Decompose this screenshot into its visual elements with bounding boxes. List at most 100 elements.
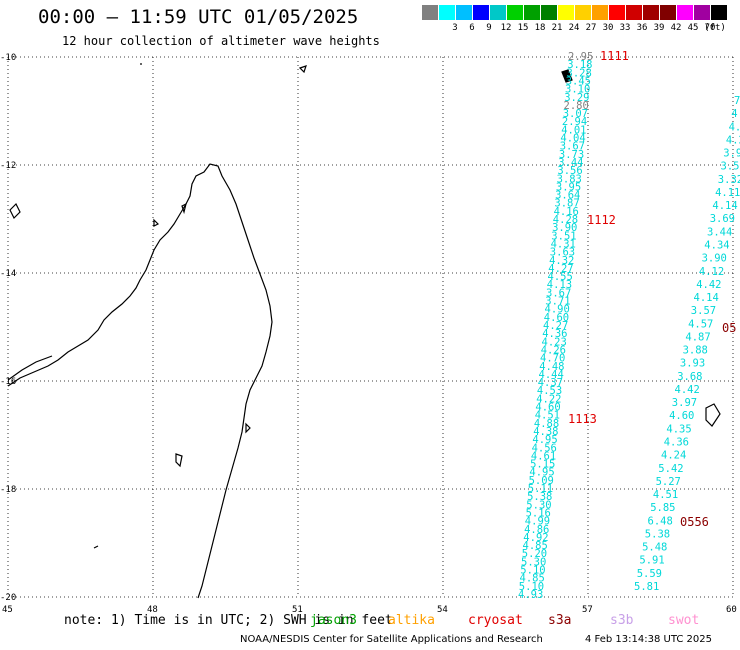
satellite-label-s3b: s3b: [610, 613, 634, 628]
wave-height-value: 3.67: [546, 287, 571, 299]
legend-swatch: [575, 5, 591, 20]
wave-height-value: 3.32: [718, 174, 740, 186]
legend-label: 18: [534, 23, 546, 33]
legend-label: 9: [486, 23, 492, 33]
wave-height-value: 4.60: [669, 410, 694, 422]
wave-height-value: 4.48: [539, 361, 564, 373]
wave-height-value: 4.60: [535, 402, 560, 414]
wave-height-value: 4.92: [523, 532, 548, 544]
wave-height-value: 3.56: [557, 165, 582, 177]
wave-height-value: 4.95: [529, 467, 554, 479]
wave-height-value: 3.90: [702, 253, 727, 265]
chart-subtitle: 12 hour collection of altimeter wave hei…: [62, 34, 380, 48]
wave-height-value: 3.44: [707, 226, 732, 238]
pass-time-label: 1111: [600, 49, 629, 63]
wave-height-value: 3.88: [683, 345, 708, 357]
longitude-label: 48: [147, 605, 158, 615]
legend-label: 39: [653, 23, 665, 33]
wave-height-value: 4.51: [535, 410, 560, 422]
legend-swatch: [694, 5, 710, 20]
wave-height-value: 4.04: [560, 133, 585, 145]
longitude-label: 57: [582, 605, 593, 615]
map-grid: [7, 56, 734, 598]
wave-height-value: 4.53: [537, 385, 562, 397]
axis-labels: -10 -12 -14 -16 -18 -20 45 48 51 54 57 60: [0, 53, 737, 615]
wave-height-value: 5.81: [634, 581, 659, 593]
wave-height-value: 3.63: [550, 247, 575, 259]
wave-height-value: 4.90: [545, 304, 570, 316]
wave-height-value: 4.: [731, 108, 740, 120]
wave-height-value: 4.99: [525, 516, 550, 528]
wave-height-value: 4.36: [664, 437, 689, 449]
legend-unit: (ft): [704, 23, 726, 33]
wave-height-value: 5.30: [521, 556, 546, 568]
wave-height-value: 2.94: [562, 116, 587, 128]
wave-height-value: 3.29: [564, 92, 589, 104]
wave-height-value: 4.01: [561, 124, 586, 136]
wave-height-value: 3.57: [691, 305, 716, 317]
wave-height-value: 4.87: [685, 331, 710, 343]
wave-height-value: 3.93: [680, 358, 705, 370]
pass-time-label: 1112: [587, 213, 616, 227]
legend-label: 45: [687, 23, 699, 33]
legend-swatch: [592, 5, 608, 20]
latitude-label: -20: [0, 593, 16, 603]
wave-height-value: 4.51: [653, 489, 678, 501]
wave-height-value: 4.36: [542, 328, 567, 340]
wave-height-value: 3.73: [559, 149, 584, 161]
legend-label: 36: [636, 23, 648, 33]
wave-height-value: 3.90: [552, 222, 577, 234]
wave-height-value: 4.85: [523, 540, 548, 552]
wave-height-value: 7.: [734, 95, 740, 107]
wave-height-value: 3.44: [558, 157, 583, 169]
wave-height-value: 3.07: [563, 108, 588, 120]
legend-swatch: [660, 5, 676, 20]
wave-height-value: 4.57: [688, 318, 713, 330]
legend-label: 15: [517, 23, 529, 33]
wave-height-value: 4.42: [675, 384, 700, 396]
satellite-label-altika: altika: [388, 613, 435, 628]
wave-height-value: 5.11: [528, 483, 553, 495]
wave-height-value: 5.10: [519, 581, 544, 593]
legend-swatch: [711, 5, 727, 20]
wave-height-value: 5.48: [642, 542, 667, 554]
wave-height-value: 4.24: [661, 450, 686, 462]
wave-height-value: 3.68: [677, 371, 702, 383]
wave-height-value: 3.69: [710, 213, 735, 225]
wave-height-value: 3.9: [723, 148, 740, 160]
wave-height-value: 2.80: [564, 100, 589, 112]
wave-height-value: 3.64: [555, 190, 580, 202]
wave-height-value: 6.48: [648, 515, 673, 527]
legend-label: 6: [469, 23, 475, 33]
latitude-label: -16: [0, 377, 16, 387]
wave-height-value: 3.53: [721, 161, 740, 173]
legend-swatch: [609, 5, 625, 20]
wave-height-value: 4.88: [534, 418, 559, 430]
altimeter-track-a: 2.953.183.283.453.103.292.803.072.944.01…: [518, 51, 593, 601]
wave-height-value: 3.83: [557, 173, 582, 185]
longitude-label: 60: [726, 605, 737, 615]
wave-height-value: 4.38: [533, 426, 558, 438]
wave-height-value: 3.18: [567, 59, 592, 71]
pass-time-labels: 1111 1112 1113 0556 05: [568, 49, 736, 529]
satellite-label-s3a: s3a: [548, 613, 572, 628]
legend-label: 33: [619, 23, 631, 33]
wave-height-value: 4.70: [540, 353, 565, 365]
wave-height-value: 4.56: [532, 442, 557, 454]
latitude-label: -14: [0, 269, 16, 279]
legend-swatch: [422, 5, 438, 20]
wave-height-value: 4.86: [524, 524, 549, 536]
wave-height-value: 5.38: [527, 491, 552, 503]
wave-height-value: 4.37: [538, 377, 563, 389]
legend-swatch: [490, 5, 506, 20]
longitude-label: 51: [292, 605, 303, 615]
wave-height-value: 4.: [729, 121, 740, 133]
wave-height-value: 4.16: [554, 206, 579, 218]
wave-height-value: 4.23: [542, 336, 567, 348]
legend-swatch: [677, 5, 693, 20]
latitude-label: -18: [0, 485, 16, 495]
wave-height-value: 4.95: [532, 434, 557, 446]
legend-swatch: [558, 5, 574, 20]
wave-height-value: 4.26: [541, 345, 566, 357]
legend-label: 27: [585, 23, 597, 33]
